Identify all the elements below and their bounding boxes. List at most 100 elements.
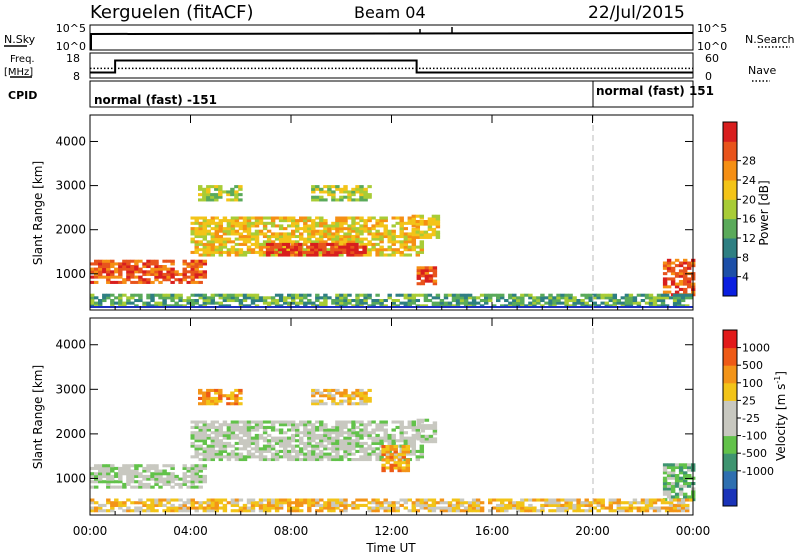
- velocity-echo-cell: [234, 458, 240, 462]
- power-echo-cell: [407, 304, 413, 308]
- velocity-echo-cell: [154, 503, 159, 507]
- power-echo-cell: [362, 250, 367, 254]
- velocity-echo-cell: [407, 423, 413, 427]
- velocity-echo-cell: [238, 420, 244, 424]
- velocity-echo-cell: [397, 453, 402, 457]
- power-echo-cell: [274, 253, 280, 257]
- power-echo-cell: [666, 285, 672, 289]
- power-echo-cell: [371, 248, 376, 252]
- power-echo-cell: [520, 301, 525, 305]
- velocity-echo-cell: [194, 447, 199, 451]
- power-echo-cell: [190, 221, 195, 225]
- velocity-echo-cell: [242, 458, 248, 462]
- velocity-echo-cell: [287, 444, 292, 448]
- power-echo-cell: [182, 304, 187, 308]
- velocity-echo-cell: [246, 506, 252, 510]
- velocity-echo-cell: [608, 501, 614, 505]
- power-echo-cell: [269, 248, 275, 252]
- power-echo-cell: [399, 235, 404, 239]
- nsearch-right-label: N.Search: [745, 33, 795, 46]
- velocity-echo-cell: [266, 433, 272, 437]
- velocity-echo-cell: [379, 436, 384, 440]
- velocity-echo-cell: [355, 391, 360, 395]
- power-echo-cell: [262, 253, 268, 257]
- velocity-echo-cell: [564, 498, 569, 502]
- power-echo-cell: [202, 216, 208, 220]
- velocity-echo-cell: [367, 447, 372, 451]
- velocity-echo-cell: [500, 498, 505, 502]
- velocity-echo-cell: [110, 509, 115, 513]
- power-echo-cell: [94, 272, 99, 276]
- velocity-echo-cell: [363, 425, 368, 429]
- power-echo-cell: [206, 229, 212, 233]
- velocity-echo-cell: [198, 444, 203, 448]
- power-echo-cell: [202, 301, 208, 305]
- velocity-echo-cell: [222, 441, 228, 445]
- velocity-echo-cell: [451, 509, 457, 513]
- power-echo-cell: [106, 278, 111, 282]
- velocity-echo-cell: [676, 506, 682, 510]
- velocity-echo-cell: [668, 506, 674, 510]
- power-echo-cell: [343, 296, 348, 300]
- power-echo-cell: [359, 293, 364, 297]
- velocity-echo-cell: [552, 501, 557, 505]
- power-echo-cell: [334, 250, 339, 254]
- power-echo-cell: [250, 248, 256, 252]
- velocity-echo-cell: [206, 388, 211, 392]
- power-echo-cell: [234, 193, 239, 197]
- power-echo-cell: [322, 245, 327, 249]
- nsky-left-tick: 10^5: [56, 22, 86, 35]
- power-echo-cell: [403, 235, 409, 239]
- power-echo-cell: [242, 216, 248, 220]
- power-echo-cell: [174, 270, 179, 274]
- power-echo-cell: [198, 262, 203, 266]
- velocity-echo-cell: [401, 466, 407, 470]
- power-echo-cell: [114, 270, 119, 274]
- power-echo-cell: [670, 266, 676, 270]
- velocity-echo-cell: [118, 469, 123, 473]
- power-echo-cell: [520, 304, 525, 308]
- power-echo-cell: [322, 248, 327, 252]
- power-echo-cell: [186, 265, 191, 269]
- velocity-echo-cell: [206, 436, 212, 440]
- velocity-echo-cell: [395, 506, 400, 510]
- velocity-echo-cell: [411, 433, 417, 437]
- power-echo-cell: [375, 248, 380, 252]
- velocity-echo-cell: [395, 509, 400, 513]
- power-echo-cell: [262, 242, 268, 246]
- power-echo-cell: [282, 248, 287, 252]
- power-echo-cell: [680, 296, 686, 300]
- velocity-echo-cell: [118, 466, 123, 470]
- velocity-echo-cell: [214, 452, 220, 456]
- velocity-echo-cell: [307, 455, 312, 459]
- velocity-echo-cell: [323, 506, 328, 510]
- velocity-echo-cell: [335, 452, 340, 456]
- velocity-echo-cell: [122, 464, 127, 468]
- velocity-echo-cell: [363, 399, 368, 403]
- power-echo-cell: [323, 198, 328, 202]
- velocity-echo-cell: [98, 472, 103, 476]
- velocity-echo-cell: [266, 501, 272, 505]
- power-echo-cell: [234, 221, 240, 225]
- power-echo-cell: [620, 296, 626, 300]
- power-echo-cell: [114, 267, 119, 271]
- power-echo-cell: [520, 296, 525, 300]
- power-echo-cell: [311, 195, 316, 199]
- velocity-echo-cell: [126, 509, 131, 513]
- velocity-echo-cell: [343, 388, 348, 392]
- power-echo-cell: [351, 221, 356, 225]
- velocity-echo-cell: [319, 444, 324, 448]
- velocity-echo-cell: [375, 506, 380, 510]
- velocity-echo-cell: [351, 441, 356, 445]
- power-echo-cell: [291, 240, 296, 244]
- velocity-echo-cell: [234, 399, 239, 403]
- power-echo-cell: [592, 301, 597, 305]
- power-echo-cell: [508, 301, 513, 305]
- velocity-echo-cell: [391, 420, 396, 424]
- velocity-echo-cell: [399, 420, 404, 424]
- velocity-echo-cell: [299, 431, 304, 435]
- velocity-echo-cell: [194, 469, 199, 473]
- velocity-echo-cell: [391, 428, 396, 432]
- power-echo-cell: [210, 232, 216, 236]
- velocity-echo-cell: [385, 447, 390, 451]
